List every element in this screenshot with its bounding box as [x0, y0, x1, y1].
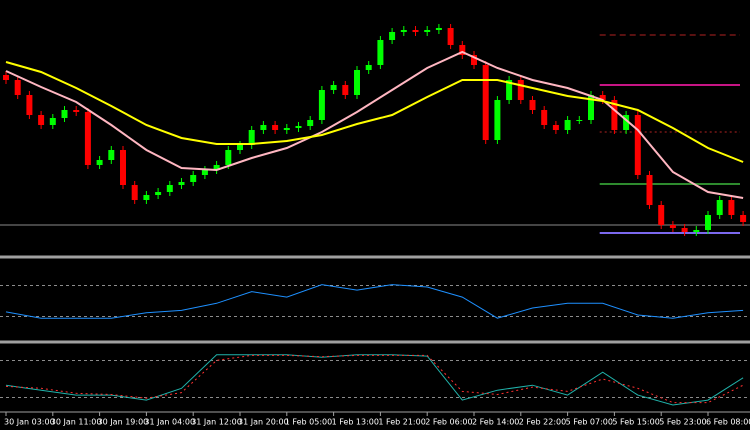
candle-body — [576, 120, 583, 121]
indicator-line — [5, 354, 744, 406]
candle-body — [237, 145, 243, 150]
candle-body — [178, 182, 185, 185]
candle-body — [213, 165, 220, 170]
candle-body — [131, 185, 138, 200]
candle-body — [447, 28, 454, 45]
candle-body — [260, 125, 267, 130]
candle-body — [459, 45, 466, 55]
x-tick-label: 31 Jan 20:00 — [238, 418, 289, 427]
candle-body — [529, 100, 536, 110]
candle-body — [669, 225, 676, 228]
indicator-line — [5, 50, 744, 199]
x-tick-label: 5 Feb 23:00 — [659, 418, 706, 427]
candle-body — [225, 150, 232, 165]
candle-body — [634, 115, 641, 175]
x-tick-label: 1 Feb 13:00 — [332, 418, 379, 427]
x-tick-label: 5 Feb 15:00 — [612, 418, 659, 427]
candle-body — [166, 185, 173, 192]
candle-body — [143, 195, 150, 200]
candle-body — [412, 30, 419, 32]
x-tick-label: 2 Feb 22:00 — [519, 418, 566, 427]
candle-body — [354, 70, 360, 95]
candle-body — [740, 215, 747, 222]
candle-body — [646, 175, 653, 205]
x-tick-label: 2 Feb 06:00 — [425, 418, 472, 427]
candle-body — [389, 32, 396, 40]
candle-body — [623, 115, 630, 130]
candle-body — [155, 192, 162, 195]
candle-body — [716, 200, 723, 215]
x-tick-label: 30 Jan 11:00 — [51, 418, 102, 427]
candle-body — [693, 230, 700, 232]
candle-body — [424, 30, 431, 32]
candle-body — [599, 95, 606, 100]
x-tick-label: 30 Jan 19:00 — [98, 418, 149, 427]
indicator-line — [5, 284, 744, 319]
x-tick-label: 6 Feb 08:00 — [706, 418, 750, 427]
candle-body — [318, 90, 325, 120]
candle-body — [330, 85, 337, 90]
candle-body — [541, 110, 548, 125]
candle-body — [588, 95, 594, 120]
x-tick-label: 2 Feb 14:00 — [472, 418, 519, 427]
candle-body — [14, 80, 21, 95]
candle-body — [435, 28, 442, 30]
x-tick-label: 31 Jan 04:00 — [144, 418, 195, 427]
candle-body — [272, 125, 279, 130]
candle-body — [564, 120, 571, 130]
x-tick-label: 1 Feb 05:00 — [285, 418, 332, 427]
candle-body — [365, 65, 372, 70]
candle-body — [120, 150, 126, 185]
indicator-line — [5, 61, 744, 163]
x-tick-label: 31 Jan 12:00 — [191, 418, 242, 427]
candle-body — [84, 112, 91, 165]
candle-body — [728, 200, 735, 215]
candle-body — [611, 100, 618, 130]
candle-body — [295, 126, 302, 128]
candle-body — [190, 175, 197, 182]
candle-body — [494, 100, 501, 140]
candle-body — [307, 120, 314, 126]
candle-body — [61, 110, 68, 118]
x-tick-label: 30 Jan 03:00 — [4, 418, 55, 427]
x-tick-label: 1 Feb 21:00 — [378, 418, 425, 427]
candle-body — [471, 55, 477, 65]
candle-body — [49, 118, 56, 125]
candle-body — [658, 205, 665, 225]
candle-body — [482, 65, 489, 140]
candle-body — [705, 215, 711, 230]
candle-body — [552, 125, 559, 130]
candle-body — [201, 170, 208, 175]
candle-body — [38, 115, 45, 125]
x-tick-label: 5 Feb 07:00 — [566, 418, 613, 427]
candle-body — [342, 85, 349, 95]
candle-body — [26, 95, 33, 115]
candle-body — [377, 40, 384, 65]
candle-body — [506, 80, 513, 100]
candle-body — [96, 160, 103, 165]
candle-body — [283, 128, 290, 130]
candle-body — [248, 130, 255, 145]
candle-body — [73, 110, 80, 112]
candle-body — [681, 228, 688, 232]
candle-body — [3, 75, 9, 80]
candle-body — [108, 150, 115, 160]
candle-body — [400, 30, 407, 32]
candle-body — [517, 80, 524, 100]
